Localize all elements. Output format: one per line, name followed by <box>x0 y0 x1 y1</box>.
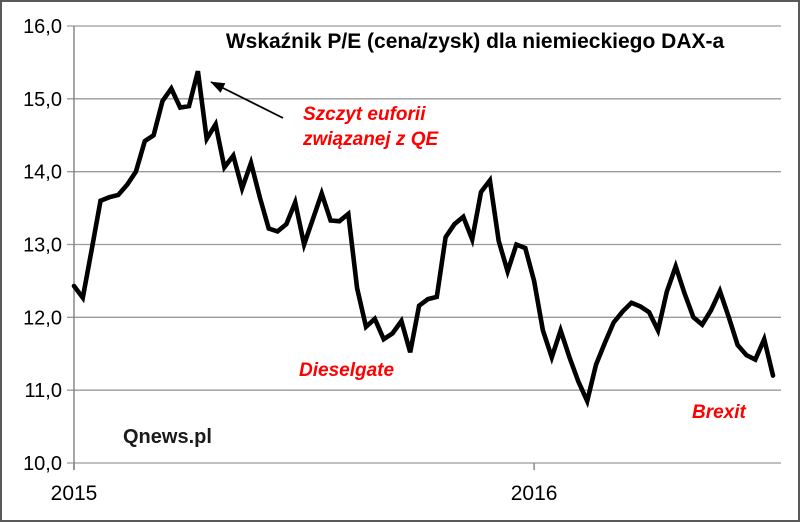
y-tick-label: 12,0 <box>23 307 62 329</box>
chart-title: Wskaźnik P/E (cena/zysk) dla niemieckieg… <box>225 30 725 53</box>
y-tick-label: 13,0 <box>23 235 62 257</box>
axis-tick-labels: 16,0 15,0 14,0 13,0 12,0 11,0 10,0 2015 2016 <box>23 16 557 505</box>
source-watermark: Qnews.pl <box>123 426 212 448</box>
y-tick-label: 15,0 <box>23 89 62 111</box>
x-tick-label: 2016 <box>511 482 558 505</box>
annotation-qe-line2: związanej z QE <box>303 129 439 150</box>
pe-series-line <box>71 70 776 409</box>
axes <box>73 26 535 470</box>
annotation-brexit: Brexit <box>692 402 746 423</box>
annotation-arrow <box>210 81 284 119</box>
y-tick-label: 14,0 <box>23 162 62 184</box>
y-tick-label: 11,0 <box>25 380 62 402</box>
y-tick-label: 10,0 <box>23 453 62 475</box>
y-tick-label: 16,0 <box>23 16 62 38</box>
x-tick-label: 2015 <box>51 482 98 505</box>
gridlines <box>67 25 781 464</box>
annotation-dieselgate: Dieselgate <box>299 360 395 381</box>
annotation-qe-peak: Szczyt euforii związanej z QE <box>303 102 438 152</box>
annotation-qe-line1: Szczyt euforii <box>303 104 426 125</box>
